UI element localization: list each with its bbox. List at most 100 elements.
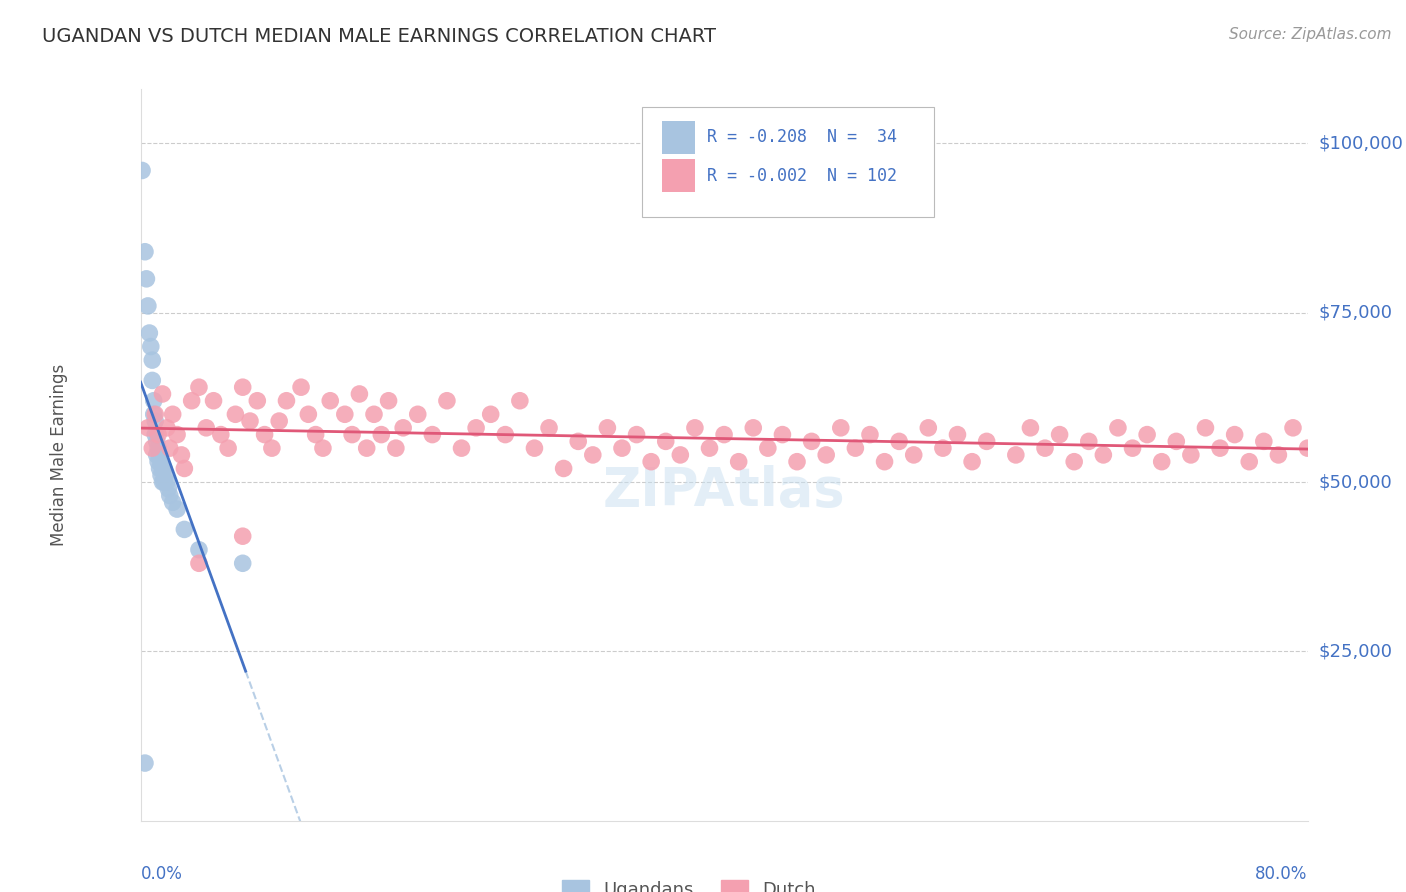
- Point: [422, 427, 444, 442]
- Point: [155, 468, 177, 483]
- Point: [1166, 434, 1188, 449]
- Point: [253, 427, 276, 442]
- Point: [1092, 448, 1115, 462]
- Bar: [662, 159, 695, 192]
- Point: [157, 482, 180, 496]
- Point: [146, 441, 169, 455]
- Point: [1253, 434, 1275, 449]
- Point: [312, 441, 335, 455]
- Point: [150, 468, 173, 483]
- Bar: [662, 120, 695, 153]
- Point: [356, 441, 378, 455]
- Point: [349, 387, 371, 401]
- Point: [786, 455, 808, 469]
- Point: [830, 421, 852, 435]
- Point: [596, 421, 619, 435]
- Point: [170, 448, 193, 462]
- Point: [713, 427, 735, 442]
- Text: 80.0%: 80.0%: [1256, 864, 1308, 882]
- Point: [377, 393, 399, 408]
- Point: [1150, 455, 1173, 469]
- Point: [162, 495, 184, 509]
- Point: [138, 326, 160, 340]
- Point: [859, 427, 882, 442]
- Text: $100,000: $100,000: [1319, 135, 1403, 153]
- Point: [159, 441, 181, 455]
- Point: [1296, 441, 1319, 455]
- Text: R = -0.002  N = 102: R = -0.002 N = 102: [707, 167, 897, 185]
- Point: [479, 407, 502, 421]
- Point: [946, 427, 969, 442]
- Point: [217, 441, 239, 455]
- Point: [960, 455, 983, 469]
- Point: [770, 427, 793, 442]
- Point: [363, 407, 385, 421]
- Point: [976, 434, 998, 449]
- Point: [136, 299, 159, 313]
- Point: [727, 455, 749, 469]
- Point: [143, 427, 166, 442]
- Point: [276, 393, 298, 408]
- Text: $75,000: $75,000: [1319, 303, 1393, 322]
- Point: [146, 455, 169, 469]
- Point: [145, 434, 167, 449]
- Point: [239, 414, 262, 428]
- Point: [523, 441, 546, 455]
- Text: 0.0%: 0.0%: [141, 864, 183, 882]
- Point: [340, 427, 363, 442]
- Point: [742, 421, 765, 435]
- Point: [567, 434, 589, 449]
- Point: [180, 393, 202, 408]
- Point: [932, 441, 955, 455]
- Point: [246, 393, 269, 408]
- Point: [537, 421, 560, 435]
- Point: [173, 523, 195, 537]
- Point: [156, 421, 179, 435]
- Point: [187, 380, 211, 394]
- Point: [1223, 427, 1246, 442]
- Point: [166, 427, 188, 442]
- Point: [1107, 421, 1129, 435]
- Point: [1004, 448, 1026, 462]
- Point: [156, 475, 179, 489]
- Point: [195, 421, 218, 435]
- Point: [917, 421, 939, 435]
- Point: [297, 407, 319, 421]
- Point: [173, 461, 195, 475]
- Point: [232, 556, 254, 570]
- Point: [450, 441, 472, 455]
- Point: [844, 441, 866, 455]
- Point: [669, 448, 692, 462]
- Point: [202, 393, 225, 408]
- Point: [1209, 441, 1232, 455]
- Point: [142, 407, 165, 421]
- Point: [150, 455, 173, 469]
- Point: [1077, 434, 1099, 449]
- Point: [152, 475, 174, 489]
- Point: [162, 407, 184, 421]
- Point: [370, 427, 392, 442]
- Point: [152, 461, 174, 475]
- Point: [304, 427, 326, 442]
- Point: [465, 421, 488, 435]
- Point: [494, 427, 516, 442]
- Point: [166, 502, 188, 516]
- Point: [1033, 441, 1056, 455]
- Point: [187, 542, 211, 557]
- Point: [1019, 421, 1042, 435]
- Point: [1237, 455, 1260, 469]
- Point: [610, 441, 633, 455]
- Point: [152, 387, 174, 401]
- Text: ZIPAtlas: ZIPAtlas: [603, 466, 845, 517]
- Point: [134, 756, 156, 770]
- Point: [141, 353, 163, 368]
- Point: [509, 393, 531, 408]
- FancyBboxPatch shape: [643, 108, 934, 218]
- Point: [232, 380, 254, 394]
- Point: [655, 434, 678, 449]
- Point: [143, 414, 166, 428]
- Text: Source: ZipAtlas.com: Source: ZipAtlas.com: [1229, 27, 1392, 42]
- Point: [1282, 421, 1305, 435]
- Point: [626, 427, 648, 442]
- Point: [136, 421, 159, 435]
